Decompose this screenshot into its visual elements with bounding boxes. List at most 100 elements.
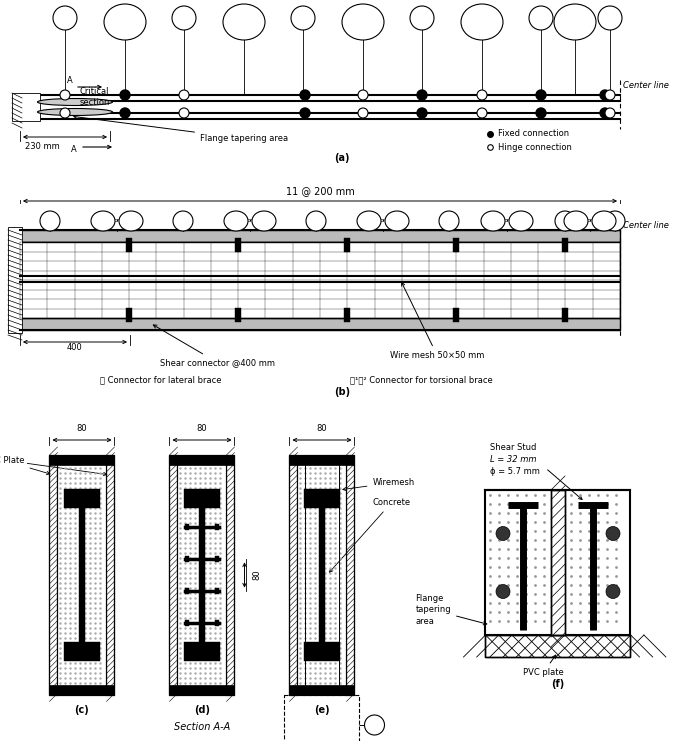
Text: Shear connector @400 mm: Shear connector @400 mm <box>153 325 275 367</box>
Text: Hinge connection: Hinge connection <box>498 142 572 151</box>
Circle shape <box>477 108 487 118</box>
Text: L: L <box>539 13 543 22</box>
Text: PVC plate: PVC plate <box>523 655 564 677</box>
Text: Wiremesh: Wiremesh <box>342 478 414 491</box>
Bar <box>297 455 347 695</box>
Text: (d): (d) <box>194 705 210 715</box>
Text: Ⓛ Connector for lateral brace: Ⓛ Connector for lateral brace <box>100 375 221 384</box>
Bar <box>169 455 234 695</box>
Text: L: L <box>613 216 617 225</box>
Circle shape <box>605 90 615 100</box>
Text: L: L <box>301 13 305 22</box>
Ellipse shape <box>554 4 596 40</box>
Bar <box>177 455 227 695</box>
Bar <box>106 455 114 695</box>
Bar <box>486 490 630 635</box>
Circle shape <box>300 90 310 100</box>
Text: T2: T2 <box>127 219 135 224</box>
Text: T1: T1 <box>359 16 367 21</box>
Text: (b): (b) <box>334 387 350 397</box>
Text: T1: T1 <box>121 16 129 21</box>
Text: 80: 80 <box>316 424 327 433</box>
Bar <box>303 488 340 508</box>
Text: A: A <box>67 76 73 85</box>
Ellipse shape <box>461 4 503 40</box>
Text: (a): (a) <box>334 153 350 163</box>
Bar <box>126 308 132 322</box>
Circle shape <box>53 6 77 30</box>
Ellipse shape <box>592 211 616 231</box>
Circle shape <box>358 90 368 100</box>
Bar <box>562 308 569 322</box>
Bar <box>49 455 114 695</box>
Text: T1: T1 <box>365 219 373 224</box>
Bar <box>562 238 569 252</box>
Bar <box>169 455 177 695</box>
Ellipse shape <box>91 211 115 231</box>
Bar <box>199 508 205 642</box>
Circle shape <box>173 211 193 231</box>
Text: T1: T1 <box>489 219 497 224</box>
Circle shape <box>536 108 546 118</box>
Ellipse shape <box>357 211 381 231</box>
Text: L: L <box>48 216 52 225</box>
Circle shape <box>364 715 384 735</box>
Text: L: L <box>182 13 186 22</box>
Bar <box>8 227 22 333</box>
Text: PVC Plate: PVC Plate <box>0 456 50 474</box>
Bar <box>49 455 58 695</box>
Text: T1: T1 <box>232 219 240 224</box>
Text: Shear Stud: Shear Stud <box>490 443 537 452</box>
Text: Ⓣ¹Ⓣ² Connector for torsional brace: Ⓣ¹Ⓣ² Connector for torsional brace <box>350 375 493 384</box>
Bar <box>345 238 350 252</box>
Text: 11 @ 200 mm: 11 @ 200 mm <box>286 186 354 196</box>
Text: L: L <box>314 216 318 225</box>
Bar <box>20 230 620 242</box>
Circle shape <box>120 90 130 100</box>
Circle shape <box>60 108 70 118</box>
Bar <box>169 455 177 695</box>
Bar <box>290 455 297 695</box>
Bar <box>186 588 190 594</box>
Text: T1: T1 <box>571 16 579 21</box>
Ellipse shape <box>509 211 533 231</box>
Ellipse shape <box>224 211 248 231</box>
Bar <box>227 455 234 695</box>
Bar <box>486 635 630 657</box>
Text: T2: T2 <box>517 219 525 224</box>
Text: T2: T2 <box>600 219 608 224</box>
Bar <box>49 455 114 465</box>
Bar <box>169 685 234 695</box>
Ellipse shape <box>38 99 112 105</box>
Circle shape <box>477 90 487 100</box>
Ellipse shape <box>342 4 384 40</box>
Bar <box>64 488 101 508</box>
Text: or: or <box>587 219 593 224</box>
Text: or: or <box>503 219 510 224</box>
Text: T2: T2 <box>260 219 268 224</box>
Text: Center line: Center line <box>623 81 669 90</box>
Circle shape <box>600 90 610 100</box>
Bar <box>186 524 190 530</box>
Text: Wire mesh 50×50 mm: Wire mesh 50×50 mm <box>390 282 484 360</box>
Ellipse shape <box>119 211 143 231</box>
Bar <box>290 455 297 695</box>
Text: A: A <box>71 145 77 154</box>
Bar <box>184 642 221 662</box>
Bar <box>235 238 241 252</box>
Bar <box>184 488 221 508</box>
Text: Center line: Center line <box>623 221 669 230</box>
Bar <box>235 308 241 322</box>
Circle shape <box>606 585 620 599</box>
Bar <box>486 635 630 657</box>
Bar <box>12 93 40 121</box>
Text: Concrete: Concrete <box>329 498 410 572</box>
Text: L: L <box>420 13 424 22</box>
Text: L: L <box>181 216 185 225</box>
Bar <box>347 455 355 695</box>
Bar <box>49 685 114 695</box>
Text: T1: T1 <box>99 219 107 224</box>
Circle shape <box>60 90 70 100</box>
Bar <box>186 620 190 626</box>
Circle shape <box>358 108 368 118</box>
